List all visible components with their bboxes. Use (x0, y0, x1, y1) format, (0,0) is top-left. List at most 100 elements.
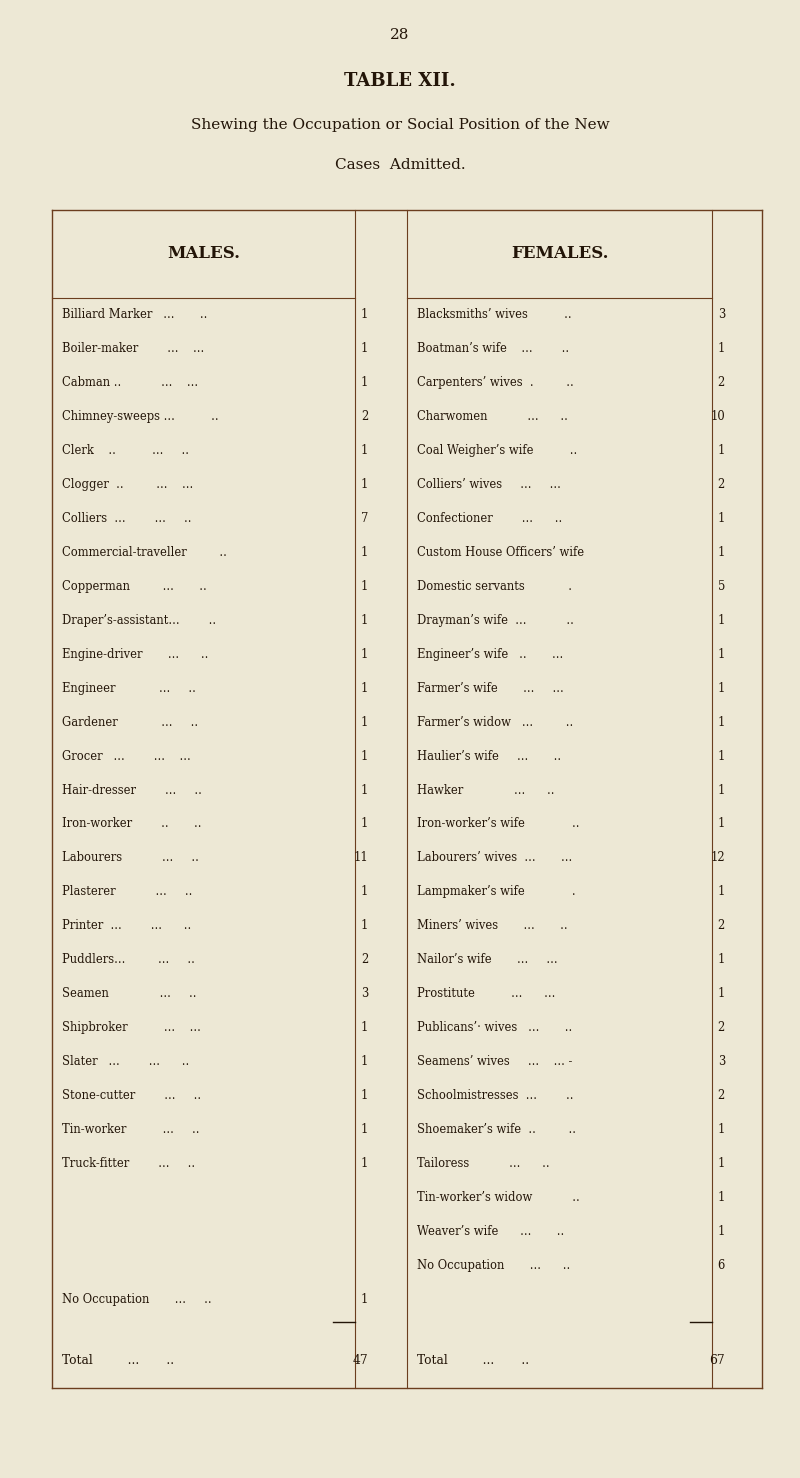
Text: Farmer’s wife       ...     ...: Farmer’s wife ... ... (417, 681, 564, 695)
Text: 1: 1 (361, 479, 368, 491)
Text: 1: 1 (361, 545, 368, 559)
Text: Commercial-traveller         ..: Commercial-traveller .. (62, 545, 227, 559)
Text: 1: 1 (718, 545, 725, 559)
Text: Labourers’ wives  ...       ...: Labourers’ wives ... ... (417, 851, 572, 865)
Text: Chimney-sweeps ...          ..: Chimney-sweeps ... .. (62, 411, 218, 423)
Text: Total         ...       ..: Total ... .. (417, 1354, 529, 1367)
Text: Plasterer           ...     ..: Plasterer ... .. (62, 885, 192, 899)
Text: 1: 1 (361, 343, 368, 355)
Text: Boiler-maker        ...    ...: Boiler-maker ... ... (62, 343, 204, 355)
Text: 1: 1 (718, 343, 725, 355)
Text: 1: 1 (361, 613, 368, 627)
Text: 1: 1 (361, 783, 368, 797)
Text: Drayman’s wife  ...           ..: Drayman’s wife ... .. (417, 613, 574, 627)
Text: 1: 1 (361, 1089, 368, 1103)
Text: Copperman         ...       ..: Copperman ... .. (62, 579, 206, 593)
Text: Tailoress           ...      ..: Tailoress ... .. (417, 1157, 550, 1169)
Text: 1: 1 (718, 647, 725, 661)
Text: Boatman’s wife    ...        ..: Boatman’s wife ... .. (417, 343, 569, 355)
Text: 1: 1 (718, 1191, 725, 1203)
Text: Nailor’s wife       ...     ...: Nailor’s wife ... ... (417, 953, 558, 967)
Text: Hair-dresser        ...     ..: Hair-dresser ... .. (62, 783, 202, 797)
Text: 28: 28 (390, 28, 410, 41)
Text: 1: 1 (718, 817, 725, 831)
Text: Hawker              ...      ..: Hawker ... .. (417, 783, 554, 797)
Text: 1: 1 (361, 885, 368, 899)
Text: 1: 1 (718, 783, 725, 797)
Text: Coal Weigher’s wife          ..: Coal Weigher’s wife .. (417, 445, 578, 457)
Text: 3: 3 (718, 309, 725, 322)
Text: Stone-cutter        ...     ..: Stone-cutter ... .. (62, 1089, 201, 1103)
Text: 1: 1 (361, 681, 368, 695)
Text: Colliers’ wives     ...     ...: Colliers’ wives ... ... (417, 479, 561, 491)
Text: 1: 1 (718, 613, 725, 627)
Text: Billiard Marker   ...       ..: Billiard Marker ... .. (62, 309, 207, 322)
Text: 2: 2 (718, 1089, 725, 1103)
Text: 1: 1 (361, 1021, 368, 1035)
Text: 2: 2 (718, 377, 725, 389)
Text: 2: 2 (718, 479, 725, 491)
Text: Gardener            ...     ..: Gardener ... .. (62, 715, 198, 729)
Text: 1: 1 (718, 681, 725, 695)
Text: 1: 1 (718, 715, 725, 729)
Text: 5: 5 (718, 579, 725, 593)
Text: Cases  Admitted.: Cases Admitted. (334, 158, 466, 171)
Text: Haulier’s wife     ...       ..: Haulier’s wife ... .. (417, 749, 561, 763)
Text: 1: 1 (718, 1123, 725, 1137)
Text: 1: 1 (718, 445, 725, 457)
Text: 1: 1 (718, 1225, 725, 1237)
Text: TABLE XII.: TABLE XII. (344, 72, 456, 90)
Text: 1: 1 (718, 749, 725, 763)
Text: 1: 1 (361, 919, 368, 933)
Text: 2: 2 (718, 1021, 725, 1035)
Text: Prostitute          ...      ...: Prostitute ... ... (417, 987, 555, 1001)
Text: 1: 1 (361, 647, 368, 661)
Text: 6: 6 (718, 1259, 725, 1271)
Text: 67: 67 (710, 1354, 725, 1367)
Text: Shipbroker          ...    ...: Shipbroker ... ... (62, 1021, 201, 1035)
Text: Iron-worker        ..       ..: Iron-worker .. .. (62, 817, 202, 831)
Text: 1: 1 (718, 987, 725, 1001)
Text: FEMALES.: FEMALES. (510, 245, 608, 263)
Text: 1: 1 (718, 953, 725, 967)
Text: Lampmaker’s wife             .: Lampmaker’s wife . (417, 885, 576, 899)
Text: Printer  ...        ...      ..: Printer ... ... .. (62, 919, 191, 933)
Text: Colliers  ...        ...     ..: Colliers ... ... .. (62, 511, 191, 525)
Text: Shewing the Occupation or Social Position of the New: Shewing the Occupation or Social Positio… (190, 118, 610, 132)
Text: 1: 1 (718, 1157, 725, 1169)
Text: Blacksmiths’ wives          ..: Blacksmiths’ wives .. (417, 309, 572, 322)
Text: 2: 2 (361, 411, 368, 423)
Text: 11: 11 (354, 851, 368, 865)
Text: 1: 1 (718, 511, 725, 525)
Text: 1: 1 (361, 715, 368, 729)
Text: 10: 10 (710, 411, 725, 423)
Text: 1: 1 (361, 1157, 368, 1169)
Text: 3: 3 (718, 1055, 725, 1069)
Text: 2: 2 (361, 953, 368, 967)
Text: No Occupation       ...     ..: No Occupation ... .. (62, 1293, 212, 1305)
Text: Seamens’ wives     ...    ... -: Seamens’ wives ... ... - (417, 1055, 572, 1069)
Text: Cabman ..           ...    ...: Cabman .. ... ... (62, 377, 198, 389)
Text: 12: 12 (710, 851, 725, 865)
Text: 2: 2 (718, 919, 725, 933)
Text: Tin-worker’s widow           ..: Tin-worker’s widow .. (417, 1191, 580, 1203)
Text: Schoolmistresses  ...        ..: Schoolmistresses ... .. (417, 1089, 574, 1103)
Text: Shoemaker’s wife  ..         ..: Shoemaker’s wife .. .. (417, 1123, 576, 1137)
Text: Engineer            ...     ..: Engineer ... .. (62, 681, 196, 695)
Text: Engine-driver       ...      ..: Engine-driver ... .. (62, 647, 208, 661)
Text: Grocer   ...        ...    ...: Grocer ... ... ... (62, 749, 190, 763)
Text: Seamen              ...     ..: Seamen ... .. (62, 987, 197, 1001)
Text: Puddlers...         ...     ..: Puddlers... ... .. (62, 953, 195, 967)
Text: 1: 1 (361, 309, 368, 322)
Text: 3: 3 (361, 987, 368, 1001)
Text: 1: 1 (361, 445, 368, 457)
Text: Draper’s-assistant...        ..: Draper’s-assistant... .. (62, 613, 216, 627)
Text: Tin-worker          ...     ..: Tin-worker ... .. (62, 1123, 199, 1137)
Text: 1: 1 (361, 749, 368, 763)
Text: 1: 1 (361, 817, 368, 831)
Text: Custom House Officers’ wife: Custom House Officers’ wife (417, 545, 584, 559)
Text: 1: 1 (361, 579, 368, 593)
Text: Clerk    ..          ...     ..: Clerk .. ... .. (62, 445, 189, 457)
Text: Confectioner        ...      ..: Confectioner ... .. (417, 511, 562, 525)
Text: Iron‐worker’s wife             ..: Iron‐worker’s wife .. (417, 817, 579, 831)
